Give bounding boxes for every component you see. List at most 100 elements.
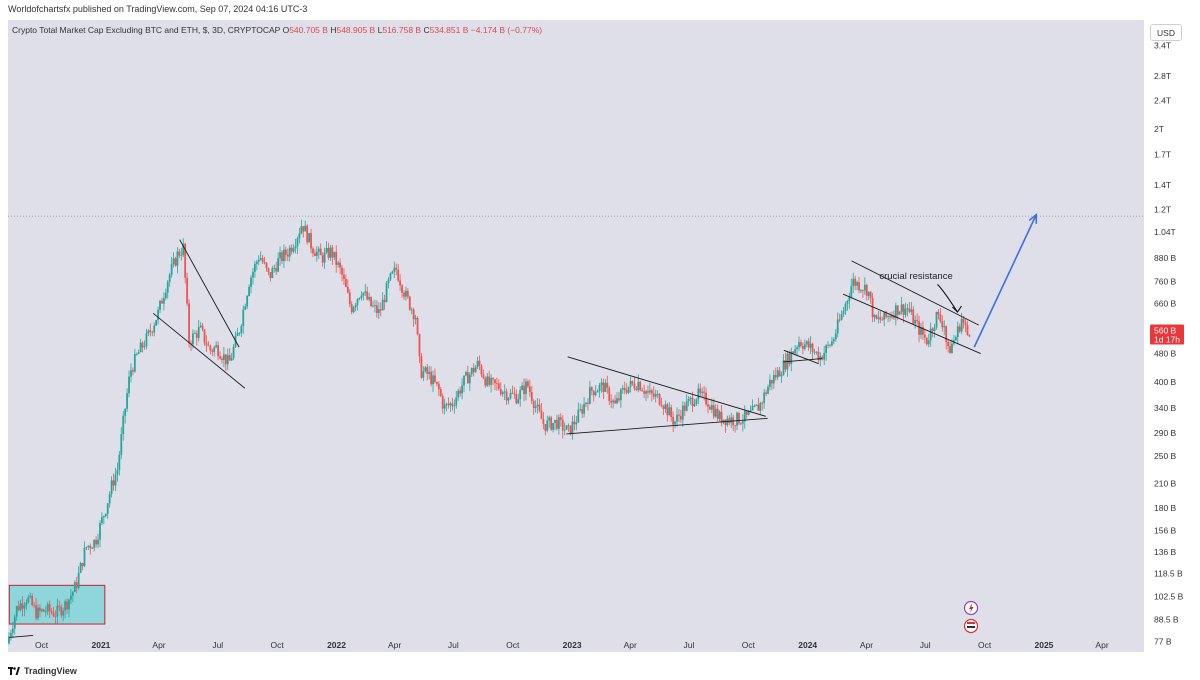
candle-body-293 [575, 422, 578, 425]
candle-body-405 [792, 351, 795, 354]
candle-body-378 [740, 423, 742, 425]
y-tick-label-5: 1.4T [1154, 180, 1171, 190]
candle-body-128 [255, 261, 258, 264]
candle-body-327 [641, 390, 644, 392]
candle-body-49 [102, 516, 105, 518]
candle-body-196 [387, 279, 390, 284]
candle-body-119 [238, 332, 241, 334]
candle-body-162 [321, 255, 324, 263]
candle-body-235 [463, 375, 465, 386]
open-value: 540.705 B [289, 25, 328, 35]
candle-body-456 [891, 315, 893, 318]
candle-body-305 [598, 384, 601, 392]
candle-body-306 [600, 382, 603, 385]
candle-body-462 [902, 304, 905, 315]
candle-body-68 [139, 342, 142, 353]
candle-body-31 [68, 599, 70, 610]
x-tick-label-17: 2025 [1034, 640, 1053, 650]
candle-body-81 [164, 292, 167, 299]
candle-body-418 [817, 351, 820, 361]
candle-body-362 [709, 406, 711, 410]
candle-body-315 [618, 398, 620, 401]
candle-body-489 [954, 336, 957, 341]
candle-body-395 [772, 375, 775, 384]
candle-body-219 [432, 375, 434, 385]
candle-body-34 [73, 582, 76, 592]
currency-button[interactable]: USD [1150, 24, 1182, 41]
candle-body-5 [17, 606, 20, 611]
y-tick-label-20: 136 B [1154, 547, 1177, 557]
candle-body-481 [939, 314, 942, 322]
candle-body-143 [284, 249, 287, 255]
candle-body-298 [585, 402, 587, 404]
candle-body-211 [416, 317, 419, 335]
time-axis[interactable] [0, 652, 1200, 666]
candle-body-415 [811, 343, 814, 352]
candle-body-376 [736, 412, 738, 426]
candle-body-55 [114, 474, 117, 486]
y-tick-label-10: 660 B [1154, 298, 1177, 308]
candle-body-181 [358, 297, 361, 299]
candle-body-266 [523, 385, 525, 395]
candle-body-430 [840, 314, 843, 320]
y-tick-label-2: 2.4T [1154, 95, 1171, 105]
y-tick-label-14: 340 B [1154, 403, 1177, 413]
candle-body-267 [525, 381, 527, 395]
candle-body-401 [784, 360, 787, 370]
candle-body-350 [685, 401, 688, 411]
candle-body-189 [374, 305, 376, 307]
candle-body-129 [257, 259, 260, 262]
candle-body-193 [381, 299, 384, 311]
candle-body-155 [308, 233, 311, 243]
candle-body-13 [33, 605, 36, 606]
candle-body-107 [215, 345, 218, 348]
candle-body-323 [633, 383, 636, 389]
projection-arrow-head [1028, 213, 1038, 224]
candle-body-202 [399, 280, 402, 286]
candle-body-12 [31, 595, 34, 606]
candle-body-250 [492, 378, 494, 380]
candle-body-396 [774, 375, 777, 378]
resistance-arrow-line [937, 284, 958, 313]
candle-body-472 [922, 327, 924, 335]
candle-body-427 [834, 333, 837, 340]
candle-body-198 [391, 271, 394, 274]
candle-body-399 [780, 374, 783, 377]
candle-body-120 [240, 326, 243, 333]
candle-body-494 [964, 322, 967, 326]
candle-body-325 [637, 381, 640, 391]
candle-body-458 [894, 305, 897, 319]
candle-body-71 [145, 333, 148, 347]
candle-body-377 [738, 412, 740, 424]
candle-body-206 [406, 290, 409, 297]
candle-body-199 [393, 267, 396, 272]
candle-body-485 [947, 341, 950, 347]
candle-body-341 [668, 407, 671, 416]
candle-body-53 [110, 480, 113, 495]
candle-body-264 [519, 390, 522, 400]
x-tick-label-12: Oct [742, 640, 756, 650]
publisher-caption: Worldofchartsfx published on TradingView… [8, 4, 308, 14]
candle-body-130 [259, 258, 262, 260]
y-tick-label-13: 400 B [1154, 377, 1177, 387]
candle-body-469 [916, 320, 919, 322]
candle-body-434 [848, 297, 851, 302]
candle-body-168 [333, 251, 336, 258]
candle-body-486 [949, 346, 951, 354]
candle-body-203 [401, 285, 403, 293]
candle-body-109 [219, 356, 221, 359]
candle-body-115 [230, 357, 233, 361]
y-tick-label-8: 880 B [1154, 253, 1177, 263]
candle-body-126 [252, 271, 254, 278]
candle-body-290 [569, 425, 572, 435]
candle-body-146 [290, 247, 293, 252]
candle-body-67 [137, 352, 140, 354]
candle-body-144 [286, 254, 289, 257]
candle-body-308 [604, 382, 607, 392]
projection-arrow-line [973, 214, 1037, 348]
candle-body-230 [453, 405, 456, 407]
candle-body-443 [865, 284, 868, 296]
candle-body-73 [149, 330, 152, 332]
candle-body-201 [397, 269, 400, 281]
